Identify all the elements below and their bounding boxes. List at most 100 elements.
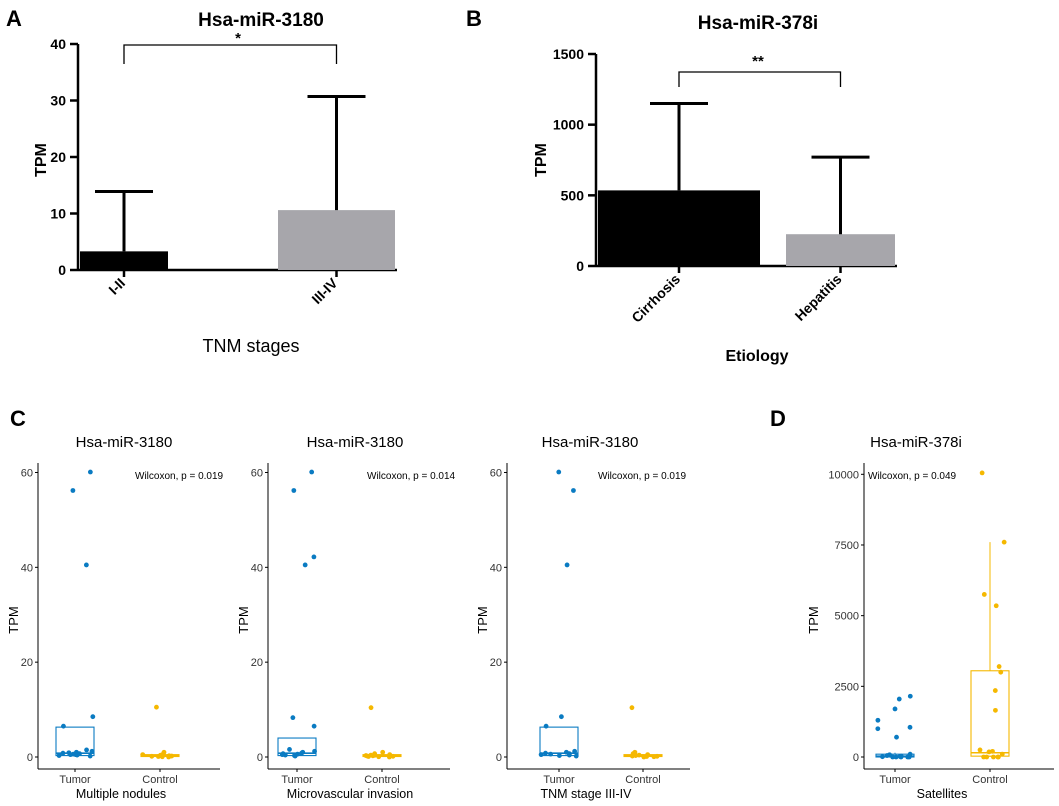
panel-c3-point-0: [564, 562, 570, 568]
panel-d-point-1: [993, 707, 998, 713]
panel-b-ylabel: TPM: [533, 143, 550, 177]
panel-c2-title: Hsa-miR-3180: [307, 434, 404, 451]
panel-d-point-1: [995, 754, 1001, 760]
panel-c1-ylabel: TPM: [6, 606, 21, 633]
panel-c1-point-0: [70, 488, 76, 493]
panel-d-point-1: [979, 470, 985, 476]
panel-d-y-tick-label: 5000: [835, 611, 859, 623]
panel-d-y-tick-label: 2500: [835, 681, 859, 693]
panel-c2-point-0: [295, 751, 300, 757]
panel-d-point-0: [898, 753, 904, 759]
panel-c2-y-tick-label: 20: [251, 657, 263, 669]
panel-c2-point-0: [312, 748, 317, 754]
panel-b-significance-bracket: [678, 71, 842, 87]
panel-c3-y-tick-label: 60: [490, 467, 502, 479]
panel-c1-x-tick-label-0: Tumor: [59, 774, 91, 786]
panel-d-point-0: [907, 724, 913, 730]
panel-c3-x-tick-label-0: Tumor: [543, 774, 575, 786]
panel-b-x-tick-label-0: Cirrhosis: [628, 271, 683, 326]
panel-c2-point-0: [280, 751, 286, 757]
panel-d-ylabel: TPM: [806, 606, 821, 633]
panel-c2-ylabel: TPM: [236, 606, 251, 633]
panel-d-point-1: [981, 592, 987, 597]
panel-c2-point-1: [387, 752, 393, 758]
panel-d-xlabel: Satellites: [917, 787, 968, 801]
panel-d-annotation: Wilcoxon, p = 0.049: [868, 471, 957, 482]
panel-a-bar-0: [80, 251, 168, 270]
panel-a-xlabel: TNM stages: [202, 336, 299, 356]
panel-c1-point-1: [161, 749, 167, 755]
panel-letter-c: C: [10, 406, 26, 431]
panel-c1-y-tick-label: 20: [21, 657, 33, 669]
panel-b-title: Hsa-miR-378i: [698, 13, 818, 34]
panel-c2-point-0: [287, 747, 292, 752]
panel-d-point-0: [896, 696, 902, 702]
panel-c3-point-0: [543, 750, 548, 756]
panel-a-x-tick-label-0: I-II: [105, 275, 128, 298]
panel-a-bar-1: [278, 210, 395, 270]
panel-c3-point-0: [556, 753, 562, 758]
panel-c1-point-0: [89, 748, 95, 754]
panel-b-y-tick-label: 1500: [553, 46, 584, 62]
panel-c2-point-0: [291, 488, 297, 493]
panel-c3-point-1: [636, 752, 642, 758]
panel-a-y-tick-label: 10: [50, 206, 66, 222]
panel-c2-x-tick-label-1: Control: [364, 774, 399, 786]
panel-d-point-0: [894, 734, 899, 740]
panel-c3-point-0: [572, 748, 578, 754]
panel-c2-y-tick-label: 0: [257, 752, 263, 764]
panel-c1-title: Hsa-miR-3180: [76, 434, 173, 451]
panel-c1-point-0: [61, 723, 66, 729]
panel-c1-y-tick-label: 60: [21, 467, 33, 479]
panel-c1-point-0: [74, 749, 79, 755]
panel-c2-y-tick-label: 40: [251, 562, 263, 574]
panel-c1-x-tick-label-1: Control: [142, 774, 177, 786]
panel-c2-point-1: [368, 752, 374, 758]
panel-c1-annotation: Wilcoxon, p = 0.019: [135, 471, 224, 482]
panel-b-y-tick-label: 1000: [553, 117, 584, 133]
panel-c3-annotation: Wilcoxon, p = 0.019: [598, 471, 687, 482]
panel-b-xlabel: Etiology: [725, 348, 788, 365]
panel-d-point-1: [984, 754, 990, 760]
panel-c3-point-1: [654, 753, 660, 759]
panel-c3-point-0: [573, 753, 579, 759]
panel-c1-point-0: [84, 747, 89, 753]
panel-b-y-tick-label: 500: [561, 187, 585, 203]
panel-letter-b: B: [466, 6, 482, 31]
panel-c3-point-0: [543, 723, 549, 729]
panel-c3-point-1: [632, 749, 638, 755]
panel-d-point-0: [887, 752, 892, 758]
panel-c2-point-0: [311, 554, 317, 560]
panel-c2-point-0: [309, 469, 315, 475]
panel-c1-point-1: [154, 704, 159, 710]
panel-c2-annotation: Wilcoxon, p = 0.014: [367, 471, 456, 482]
panel-d-point-0: [892, 706, 898, 712]
panel-c3-y-tick-label: 40: [490, 562, 502, 574]
panel-d-x-tick-label-0: Tumor: [879, 774, 911, 786]
panel-a-x-tick-label-1: III-IV: [308, 274, 341, 307]
panel-d-y-tick-label: 10000: [828, 469, 859, 481]
panel-c1-point-0: [87, 469, 93, 475]
panel-letter-d: D: [770, 406, 786, 431]
panel-d-point-1: [998, 669, 1004, 675]
panel-d-point-1: [999, 751, 1005, 757]
panel-d-y-tick-label: 7500: [835, 540, 859, 552]
panel-c3-xlabel: TNM stage III-IV: [541, 787, 633, 801]
panel-c2-point-1: [380, 749, 386, 755]
panel-c3-x-tick-label-1: Control: [625, 774, 660, 786]
panel-c2-y-tick-label: 60: [251, 467, 263, 479]
panel-d-x-tick-label-1: Control: [972, 774, 1007, 786]
panel-c2-xlabel: Microvascular invasion: [287, 787, 413, 801]
panel-c3-point-1: [629, 705, 635, 711]
panel-d-y-tick-label: 0: [853, 752, 859, 764]
panel-d-box-1: [970, 670, 1010, 757]
panel-c2-point-1: [376, 754, 382, 760]
panel-c2-point-0: [302, 562, 308, 568]
panel-c3-point-0: [563, 749, 569, 755]
panel-b-significance: **: [752, 53, 764, 70]
panel-c2-point-0: [290, 715, 296, 721]
panel-c2-point-1: [372, 751, 378, 757]
panel-d-point-0: [875, 717, 881, 723]
panel-b-x-tick-label-1: Hepatitis: [791, 271, 844, 324]
panel-a-title: Hsa-miR-3180: [198, 10, 324, 31]
